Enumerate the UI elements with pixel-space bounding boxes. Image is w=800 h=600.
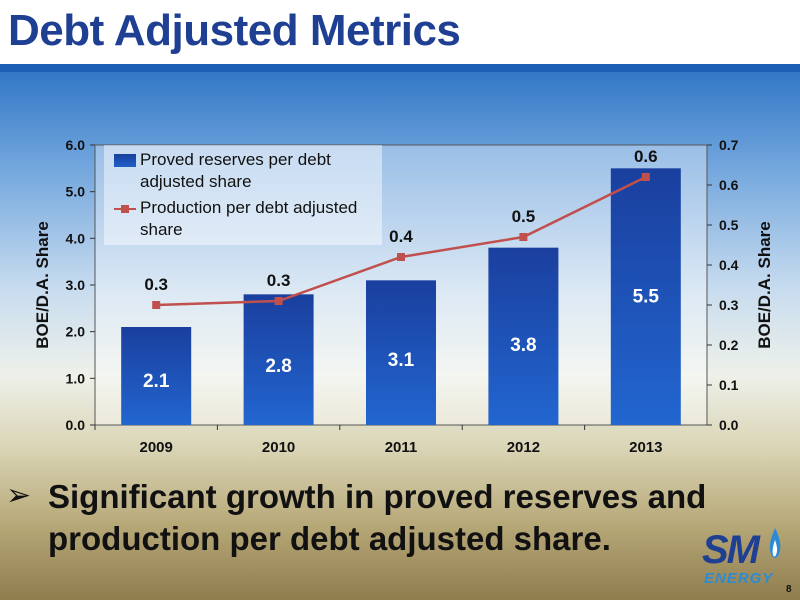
left-tick-label: 1.0: [66, 370, 86, 386]
right-tick-label: 0.7: [719, 137, 739, 153]
bar: [366, 280, 436, 425]
company-logo: SM ENERGY: [690, 520, 790, 595]
x-tick-label: 2013: [629, 439, 662, 456]
x-tick-label: 2011: [385, 439, 418, 456]
bar: [121, 327, 192, 425]
bar-value-label: 2.8: [265, 356, 291, 377]
right-tick-label: 0.0: [719, 417, 739, 433]
page-number: 8: [786, 584, 792, 595]
bullet-arrow-icon: ➢: [6, 479, 32, 512]
legend-item-line: Production per debt adjusted share: [114, 197, 380, 241]
left-tick-label: 4.0: [66, 230, 86, 246]
legend-label-line: Production per debt adjusted share: [140, 198, 358, 239]
left-tick-label: 6.0: [66, 137, 86, 153]
line-point: [641, 173, 650, 181]
x-tick-label: 2012: [507, 439, 540, 456]
logo-sm: SM: [702, 528, 760, 572]
right-tick-label: 0.2: [719, 337, 739, 353]
logo-energy: ENERGY: [704, 570, 774, 587]
header-band: [0, 64, 800, 72]
line-swatch-icon: [114, 202, 136, 215]
bar-swatch-icon: [114, 154, 136, 167]
header-bar: Debt Adjusted Metrics: [0, 0, 800, 64]
line-value-label: 0.6: [634, 147, 658, 166]
page-title: Debt Adjusted Metrics: [8, 6, 461, 55]
bar-value-label: 2.1: [143, 371, 170, 392]
bullet-text: Significant growth in proved reserves an…: [48, 478, 707, 557]
chart: 0.0 1.0 2.0 3.0 4.0 5.0 6.0 0.0 0.1 0.2 0.3 0.4 0.5 0…: [33, 137, 774, 456]
combo-chart: 0.0 1.0 2.0 3.0 4.0 5.0 6.0 0.0 0.1 0.2 0.3 0.4 0.5 0…: [33, 137, 774, 456]
legend-label-bars: Proved reserves per debt adjusted share: [140, 150, 331, 191]
line-value-label: 0.4: [389, 227, 413, 246]
left-tick-label: 0.0: [66, 417, 86, 433]
line-value-label: 0.3: [267, 271, 291, 290]
bar: [610, 168, 681, 426]
chart-legend: Proved reserves per debt adjusted share …: [104, 145, 382, 245]
right-tick-label: 0.1: [719, 377, 739, 393]
line-point: [152, 301, 161, 309]
bar-value-label: 3.1: [388, 350, 415, 371]
left-tick-label: 3.0: [66, 277, 86, 293]
line-value-label: 0.3: [144, 275, 168, 294]
right-tick-label: 0.6: [719, 177, 739, 193]
line-point: [519, 233, 528, 241]
bar-value-label: 3.8: [510, 335, 536, 356]
bar-value-label: 5.5: [633, 286, 660, 307]
right-tick-label: 0.5: [719, 217, 739, 233]
x-tick-label: 2009: [140, 439, 173, 456]
right-tick-label: 0.4: [719, 257, 739, 273]
x-tick-label: 2010: [262, 439, 295, 456]
line-point: [274, 297, 283, 305]
legend-item-bars: Proved reserves per debt adjusted share: [114, 149, 380, 193]
bar: [243, 294, 314, 425]
right-tick-label: 0.3: [719, 297, 739, 313]
line-value-label: 0.5: [512, 207, 536, 226]
flame-icon: [769, 528, 781, 558]
left-tick-label: 5.0: [66, 184, 86, 200]
line-point: [397, 253, 405, 261]
left-axis-title: BOE/D.A. Share: [33, 221, 52, 349]
right-axis-title: BOE/D.A. Share: [755, 221, 774, 349]
bar: [488, 247, 559, 425]
left-tick-label: 2.0: [66, 324, 86, 340]
